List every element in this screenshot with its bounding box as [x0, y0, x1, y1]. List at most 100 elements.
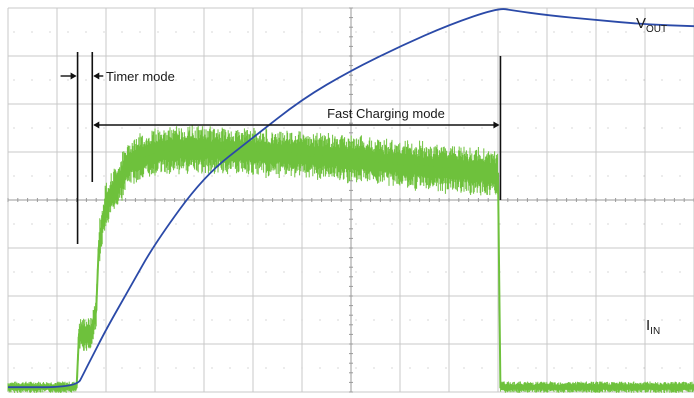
grid-dot [13, 223, 15, 225]
grid-dot [121, 223, 123, 225]
grid-dot [283, 223, 285, 225]
grid-dot [625, 79, 627, 81]
grid-dot [535, 127, 537, 129]
grid-dot [643, 31, 645, 33]
grid-dot [229, 31, 231, 33]
grid-dot [463, 319, 465, 321]
grid-dot [229, 175, 231, 177]
grid-dot [409, 31, 411, 33]
grid-dot [247, 271, 249, 273]
grid-dot [193, 367, 195, 369]
grid-dot [121, 367, 123, 369]
grid-dot [553, 319, 555, 321]
grid-dot [49, 31, 51, 33]
grid-dot [301, 175, 303, 177]
grid-dot [571, 271, 573, 273]
grid-dot [589, 271, 591, 273]
grid-dot [157, 175, 159, 177]
grid-dot [553, 271, 555, 273]
grid-dot [571, 127, 573, 129]
grid-dot [49, 367, 51, 369]
grid-dot [643, 223, 645, 225]
grid-dot [13, 175, 15, 177]
grid-dot [661, 31, 663, 33]
grid-dot [409, 223, 411, 225]
grid-dot [49, 175, 51, 177]
iin-legend-main: I [646, 317, 650, 334]
grid-dot [103, 367, 105, 369]
grid-dot [355, 271, 357, 273]
grid-dot [283, 79, 285, 81]
grid-dot [211, 367, 213, 369]
grid-dot [265, 79, 267, 81]
grid-dot [463, 367, 465, 369]
grid-dot [643, 319, 645, 321]
grid-dot [319, 31, 321, 33]
grid-dot [589, 319, 591, 321]
grid-dot [49, 319, 51, 321]
grid-dot [193, 127, 195, 129]
grid-dot [121, 271, 123, 273]
grid-dot [571, 367, 573, 369]
grid-dot [481, 367, 483, 369]
grid-dot [265, 271, 267, 273]
grid-dot [193, 271, 195, 273]
grid-dot [535, 175, 537, 177]
grid-dot [301, 79, 303, 81]
grid-dot [211, 223, 213, 225]
grid-dot [589, 127, 591, 129]
grid-dot [355, 79, 357, 81]
grid-dot [67, 367, 69, 369]
vout-series-line [8, 8, 694, 389]
grid-dot [13, 127, 15, 129]
grid-dot [301, 319, 303, 321]
grid-dot [391, 271, 393, 273]
grid-dot [355, 319, 357, 321]
grid-dot [409, 367, 411, 369]
grid-dot [517, 127, 519, 129]
grid-dot [193, 79, 195, 81]
grid-dot [481, 127, 483, 129]
grid-dot [391, 31, 393, 33]
grid-dot [463, 127, 465, 129]
grid-dot [283, 127, 285, 129]
grid-dot [607, 367, 609, 369]
grid-dot [247, 223, 249, 225]
grid-dot [85, 127, 87, 129]
grid-dot [373, 367, 375, 369]
grid-dot [229, 319, 231, 321]
grid-dot [535, 271, 537, 273]
grid-dot [535, 367, 537, 369]
grid [7, 7, 694, 393]
grid-dot [85, 31, 87, 33]
grid-dot [319, 319, 321, 321]
grid-dot [283, 31, 285, 33]
grid-dot [373, 319, 375, 321]
grid-dot [139, 319, 141, 321]
grid-dot [157, 127, 159, 129]
grid-dot [643, 79, 645, 81]
grid-dot [409, 127, 411, 129]
grid-dot [319, 271, 321, 273]
grid-dot [175, 367, 177, 369]
grid-dot [607, 79, 609, 81]
grid-dot [607, 271, 609, 273]
grid-dot [607, 31, 609, 33]
grid-dot [679, 175, 681, 177]
grid-dot [283, 367, 285, 369]
grid-dot [247, 319, 249, 321]
grid-dot [13, 271, 15, 273]
grid-dot [445, 319, 447, 321]
grid-dot [409, 271, 411, 273]
grid-dot [427, 127, 429, 129]
grid-dot [337, 127, 339, 129]
grid-dot [157, 223, 159, 225]
grid-dot [265, 223, 267, 225]
grid-dot [301, 127, 303, 129]
grid-dot [319, 367, 321, 369]
grid-dot [337, 271, 339, 273]
grid-dot [391, 367, 393, 369]
grid-dot [481, 319, 483, 321]
grid-dot [337, 367, 339, 369]
grid-dot [247, 175, 249, 177]
